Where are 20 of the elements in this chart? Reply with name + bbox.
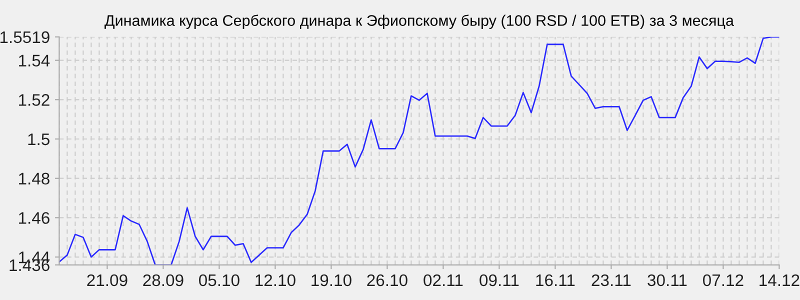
y-tick-label: 1.54 xyxy=(19,54,50,67)
y-tick-label: 1.52 xyxy=(19,94,50,106)
x-tick-label: 07.12 xyxy=(703,274,744,286)
y-tick-label: 1.5 xyxy=(28,134,50,146)
x-tick-label: 14.12 xyxy=(760,274,800,286)
x-tick-label: 26.10 xyxy=(367,274,408,286)
x-tick-label: 16.11 xyxy=(536,274,575,286)
x-tick-label: 02.11 xyxy=(424,274,463,286)
x-tick-label: 05.10 xyxy=(199,274,240,286)
chart-title: Динамика курса Сербского динара к Эфиопскому быру (100 RSD / 100 ETB) за 3 месяца xyxy=(104,14,734,29)
y-tick-label: 1.48 xyxy=(19,172,50,185)
x-tick-label: 12.10 xyxy=(256,274,296,286)
x-tick-label: 28.09 xyxy=(143,274,184,286)
x-tick-label: 23.11 xyxy=(592,274,631,286)
x-tick-label: 21.09 xyxy=(87,274,128,286)
x-tick-label: 19.10 xyxy=(312,274,352,286)
y-tick-label: 1.46 xyxy=(19,212,50,224)
y-tick-label: 1.5519 xyxy=(0,31,50,44)
x-tick-label: 09.11 xyxy=(480,274,519,286)
x-tick-label: 30.11 xyxy=(648,274,687,286)
